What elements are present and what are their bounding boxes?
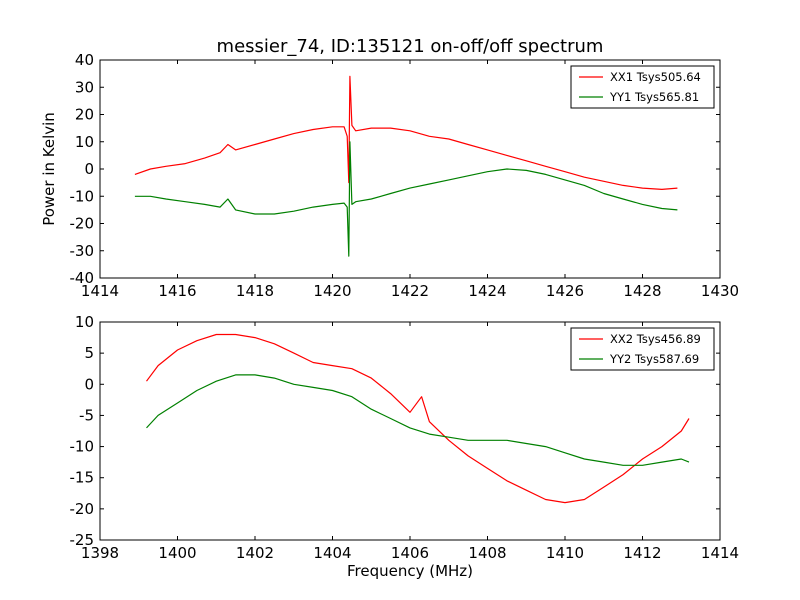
bottom-subplot: 1398 1400 1402 1404 1406 1408 1410 1412 1414 -25 -… — [70, 313, 740, 580]
y-tick-label: -40 — [70, 269, 95, 287]
x-tick-label: 1400 — [158, 544, 196, 562]
y-tick-label: -10 — [70, 438, 95, 456]
x-tick-label: 1426 — [546, 282, 584, 300]
y-tick-label: -20 — [70, 500, 95, 518]
y-tick-label: -30 — [70, 242, 95, 260]
x-tick-label: 1404 — [313, 544, 351, 562]
y-tick-label: 10 — [75, 313, 94, 331]
x-tick-label: 1414 — [81, 282, 119, 300]
series-line-yy-1 — [134, 141, 678, 257]
series-line-yy-2 — [146, 374, 690, 466]
y-tick-label: -25 — [70, 531, 95, 549]
x-tick-label: 1414 — [701, 544, 739, 562]
x-tick-label: 1406 — [391, 544, 429, 562]
legend-label: YY2 Tsys587.69 — [609, 352, 699, 366]
x-tick-label: 1410 — [546, 544, 584, 562]
legend-label: XX1 Tsys505.64 — [610, 70, 701, 84]
x-axis-label: Frequency (MHz) — [347, 562, 473, 580]
legend-label: XX2 Tsys456.89 — [610, 332, 701, 346]
legend: XX2 Tsys456.89 YY2 Tsys587.69 — [570, 327, 715, 371]
x-tick-label: 1428 — [623, 282, 661, 300]
x-tick-label: 1398 — [81, 544, 119, 562]
y-tick-label: 0 — [84, 375, 94, 393]
legend-label: YY1 Tsys565.81 — [609, 90, 699, 104]
x-tick-label: 1402 — [236, 544, 274, 562]
y-tick-label: 10 — [75, 133, 94, 151]
y-tick-label: 5 — [84, 344, 94, 362]
top-subplot: 1414 1416 1418 1420 1422 1424 1426 1428 1430 -40 -… — [40, 51, 739, 300]
y-tick-label: -10 — [70, 187, 95, 205]
x-tick-label: 1424 — [468, 282, 506, 300]
y-tick-label: -20 — [70, 215, 95, 233]
x-tick-label: 1412 — [623, 544, 661, 562]
y-tick-label: 0 — [84, 160, 94, 178]
x-tick-label: 1422 — [391, 282, 429, 300]
x-tick-label: 1416 — [158, 282, 196, 300]
series-line-xx-2 — [146, 333, 690, 504]
x-tick-label: 1418 — [236, 282, 274, 300]
y-tick-label: 20 — [75, 106, 94, 124]
figure-title: messier_74, ID:135121 on-off/off spectru… — [217, 36, 604, 57]
y-axis-label: Power in Kelvin — [40, 112, 58, 226]
y-tick-label: -15 — [70, 469, 95, 487]
x-tick-label: 1420 — [313, 282, 351, 300]
series-line-xx-1 — [134, 75, 678, 190]
y-tick-label: -5 — [79, 406, 94, 424]
legend: XX1 Tsys505.64 YY1 Tsys565.81 — [570, 65, 715, 109]
x-tick-label: 1408 — [468, 544, 506, 562]
legend-box — [570, 327, 715, 371]
x-tick-label: 1430 — [701, 282, 739, 300]
legend-box — [570, 65, 715, 109]
y-tick-label: 30 — [75, 78, 94, 96]
y-tick-label: 40 — [75, 51, 94, 69]
